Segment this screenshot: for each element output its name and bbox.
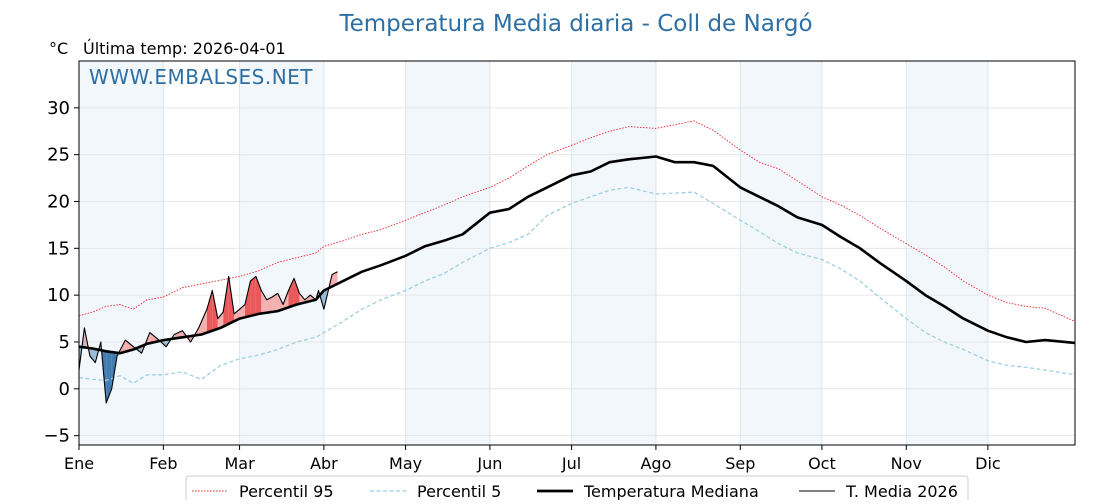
y-tick-label: 5 <box>59 332 70 353</box>
x-tick-label: Abr <box>310 454 338 473</box>
y-axis-ticks: −5 0 5 10 15 20 25 30 <box>43 98 79 447</box>
month-band <box>740 61 822 445</box>
anomaly-fill <box>89 348 96 363</box>
plot-frame <box>78 60 1076 446</box>
line-temperatura-mediana <box>78 155 1076 355</box>
x-tick-label: Mar <box>224 454 255 473</box>
y-tick-label: 25 <box>47 145 70 166</box>
anomaly-fill <box>332 271 338 287</box>
last-temp-label: Última temp: 2026-04-01 <box>83 39 286 58</box>
series-lines <box>78 120 1076 404</box>
y-tick-label: 10 <box>47 285 70 306</box>
x-tick-label: Ago <box>640 454 671 473</box>
line-percentil-95 <box>78 120 1076 322</box>
anomaly-fill <box>261 290 267 314</box>
x-tick-label: Sep <box>725 454 755 473</box>
x-tick-label: Feb <box>149 454 177 473</box>
x-tick-label: Ene <box>64 454 94 473</box>
y-tick-label: 0 <box>59 379 70 400</box>
legend-label-p95: Percentil 95 <box>239 482 334 500</box>
month-band <box>239 61 324 445</box>
line-t-media-2026 <box>78 271 338 404</box>
anomaly-fill <box>277 293 284 312</box>
line-percentil-5 <box>78 186 1076 384</box>
month-band <box>906 61 988 445</box>
x-tick-label: May <box>389 454 422 473</box>
y-unit-label: °C <box>49 39 68 58</box>
x-tick-label: Oct <box>808 454 836 473</box>
anomaly-fill <box>217 312 224 329</box>
month-band <box>405 61 490 445</box>
legend-label-median: Temperatura Mediana <box>583 482 759 500</box>
x-tick-label: Jul <box>561 454 581 473</box>
watermark: WWW.EMBALSES.NET <box>89 65 313 89</box>
anomaly-fill <box>272 293 278 312</box>
anomaly-fill <box>250 276 256 316</box>
y-tick-label: 30 <box>47 98 70 119</box>
month-bands <box>79 61 988 445</box>
anomaly-fill <box>106 351 112 403</box>
y-tick-label: 20 <box>47 191 70 212</box>
anomaly-fill <box>255 276 262 315</box>
x-tick-label: Jun <box>476 454 502 473</box>
x-tick-label: Dic <box>975 454 1001 473</box>
anomaly-fill <box>206 290 213 333</box>
month-band <box>79 61 164 445</box>
anomaly-fill <box>245 281 251 318</box>
anomaly-fill <box>299 293 305 304</box>
x-tick-label: Nov <box>891 454 922 473</box>
legend-frame <box>185 475 969 504</box>
legend-label-2026: T. Media 2026 <box>845 482 958 500</box>
legend: Percentil 95 Percentil 5 Temperatura Med… <box>185 475 969 504</box>
anomaly-fill <box>288 278 294 308</box>
month-band <box>571 61 656 445</box>
anomaly-fill <box>293 278 300 306</box>
legend-label-p5: Percentil 5 <box>417 482 501 500</box>
anomaly-fill <box>198 309 207 335</box>
anomaly-fill <box>84 327 90 357</box>
y-tick-label: −5 <box>43 426 70 447</box>
y-tick-label: 15 <box>47 238 70 259</box>
chart-title: Temperatura Media diaria - Coll de Nargó <box>338 11 812 37</box>
x-axis-ticks: Ene Feb Mar Abr May Jun Jul Ago Sep Oct Nov Dic <box>64 445 1001 473</box>
anomaly-fill <box>266 297 273 313</box>
